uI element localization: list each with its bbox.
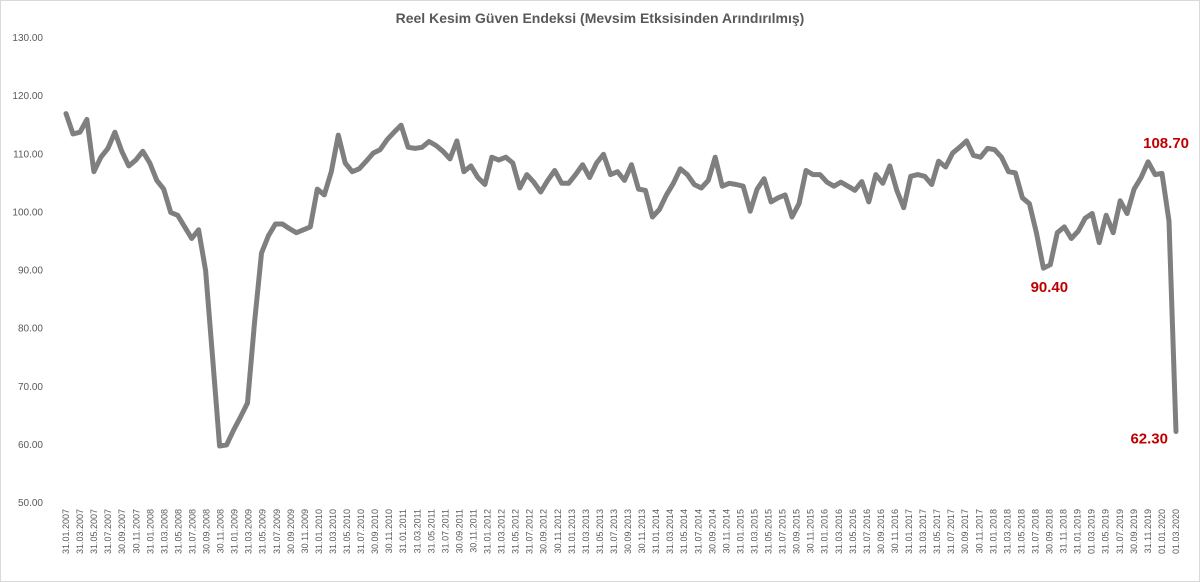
x-tick-label: 31.05.2010: [342, 509, 352, 554]
x-tick-label: 31.03.2015: [749, 509, 759, 554]
x-tick-label: 31.07.2012: [525, 509, 535, 554]
x-tick-label: 31.03.2018: [1002, 509, 1012, 554]
x-tick-label: 31.07.2019: [1115, 509, 1125, 554]
x-tick-label: 30.11.2017: [974, 509, 984, 553]
x-tick-label: 31.01.2018: [988, 509, 998, 554]
x-tick-label: 01.03.2019: [1087, 509, 1097, 554]
series-line: [63, 111, 1179, 449]
x-tick-label: 31.07.2010: [356, 509, 366, 554]
x-tick-label: 30.11.2013: [637, 509, 647, 553]
x-tick-label: 31.05.2018: [1016, 509, 1026, 554]
x-tick-label: 31.05.2013: [595, 509, 605, 554]
x-tick-label: 30.09.2013: [623, 509, 633, 554]
x-tick-label: 30.09.2009: [286, 509, 296, 554]
x-tick-label: 30.11.2016: [890, 509, 900, 553]
x-tick-label: 30.09.2011: [454, 509, 464, 553]
x-tick-label: 31.05.2008: [173, 509, 183, 554]
x-tick-label: 31.01.2011: [398, 509, 408, 553]
data-annotation: 62.30: [1130, 431, 1168, 448]
x-tick-label: 31.03.2013: [581, 509, 591, 554]
x-tick-label: 30.11.2009: [300, 509, 310, 553]
x-axis: 31.01.2007 31.03.2007 31.05.2007 31.07.2007…: [61, 509, 1181, 554]
x-tick-label: 31.01.2009: [230, 509, 240, 554]
x-tick-label: 31.07.2018: [1030, 509, 1040, 554]
x-tick-label: 30.09.2014: [707, 509, 717, 554]
y-tick-label: 100.00: [12, 207, 43, 218]
x-tick-label: 31.03.2008: [159, 509, 169, 554]
y-tick-label: 50.00: [18, 498, 43, 509]
x-tick-label: 31.07.2015: [778, 509, 788, 554]
y-tick-label: 90.00: [18, 266, 43, 277]
x-tick-label: 31.01.2007: [61, 509, 71, 554]
x-tick-label: 31.07.2009: [272, 509, 282, 554]
x-tick-label: 30.09.2008: [202, 509, 212, 554]
x-tick-label: 31.05.2017: [932, 509, 942, 554]
x-tick-label: 30.09.2012: [539, 509, 549, 554]
x-tick-label: 31.07.2014: [693, 509, 703, 554]
x-tick-label: 31.07.2011: [440, 509, 450, 553]
x-tick-label: 30.11.2014: [721, 509, 731, 553]
x-tick-label: 31.03.2009: [244, 509, 254, 554]
x-tick-label: 31.07.2007: [103, 509, 113, 554]
x-tick-label: 31.07.2016: [862, 509, 872, 554]
y-tick-label: 120.00: [12, 91, 43, 102]
x-tick-label: 31.05.2019: [1101, 509, 1111, 554]
x-tick-label: 30.09.2016: [876, 509, 886, 554]
x-tick-label: 31.01.2014: [651, 509, 661, 554]
x-tick-label: 30.09.2019: [1129, 509, 1139, 554]
x-tick-label: 30.11.2012: [553, 509, 563, 553]
x-tick-label: 01.01.2020: [1157, 509, 1167, 554]
x-tick-label: 31.01.2013: [567, 509, 577, 554]
x-tick-label: 31.03.2014: [665, 509, 675, 554]
x-tick-label: 30.09.2017: [960, 509, 970, 554]
x-tick-label: 31.07.2013: [609, 509, 619, 554]
x-tick-label: 30.09.2007: [117, 509, 127, 554]
x-tick-label: 31.05.2016: [848, 509, 858, 554]
chart-title: Reel Kesim Güven Endeksi (Mevsim Etksisi…: [395, 10, 805, 26]
y-tick-label: 130.00: [12, 33, 43, 44]
x-tick-label: 31.05.2011: [426, 509, 436, 553]
x-tick-label: 30.11.2015: [806, 509, 816, 553]
x-tick-label: 31.03.2012: [497, 509, 507, 554]
x-tick-label: 31.11.2019: [1143, 509, 1153, 553]
x-tick-label: 31.05.2007: [89, 509, 99, 554]
annotations: 108.70 90.40 62.30: [1031, 135, 1189, 448]
x-tick-label: 30.09.2010: [370, 509, 380, 554]
x-tick-label: 30.09.2018: [1045, 509, 1055, 554]
x-tick-label: 31.03.2007: [75, 509, 85, 554]
x-tick-label: 30.09.2015: [792, 509, 802, 554]
x-tick-label: 30.11.2011: [468, 509, 478, 553]
x-tick-label: 31.05.2009: [258, 509, 268, 554]
x-tick-label: 31.07.2017: [946, 509, 956, 554]
y-tick-label: 110.00: [13, 149, 43, 160]
x-tick-label: 31.01.2019: [1073, 509, 1083, 554]
x-tick-label: 31.01.2010: [314, 509, 324, 554]
data-annotation: 108.70: [1143, 135, 1189, 152]
x-tick-label: 31.01.2016: [820, 509, 830, 554]
x-tick-label: 31.03.2011: [412, 509, 422, 553]
x-tick-label: 01.03.2020: [1171, 509, 1181, 554]
x-tick-label: 31.03.2016: [834, 509, 844, 554]
x-tick-label: 31.01.2008: [145, 509, 155, 554]
x-tick-label: 31.01.2012: [483, 509, 493, 554]
x-tick-label: 31.03.2010: [328, 509, 338, 554]
data-annotation: 90.40: [1031, 279, 1069, 296]
x-tick-label: 30.11.2007: [131, 509, 141, 553]
x-tick-label: 31.11.2018: [1059, 509, 1069, 553]
y-tick-label: 70.00: [18, 382, 43, 393]
x-tick-label: 30.11.2008: [216, 509, 226, 553]
x-tick-label: 31.07.2008: [187, 509, 197, 554]
x-tick-label: 31.05.2012: [511, 509, 521, 554]
x-tick-label: 31.01.2017: [904, 509, 914, 554]
y-axis: 50.00 60.00 70.00 80.00 90.00 100.00 110.00 120…: [12, 33, 43, 509]
x-tick-label: 31.03.2017: [918, 509, 928, 554]
y-tick-label: 80.00: [18, 324, 43, 335]
x-tick-label: 31.05.2014: [679, 509, 689, 554]
x-tick-label: 30.11.2010: [384, 509, 394, 553]
x-tick-label: 31.01.2015: [735, 509, 745, 554]
y-tick-label: 60.00: [18, 440, 43, 451]
x-tick-label: 31.05.2015: [764, 509, 774, 554]
